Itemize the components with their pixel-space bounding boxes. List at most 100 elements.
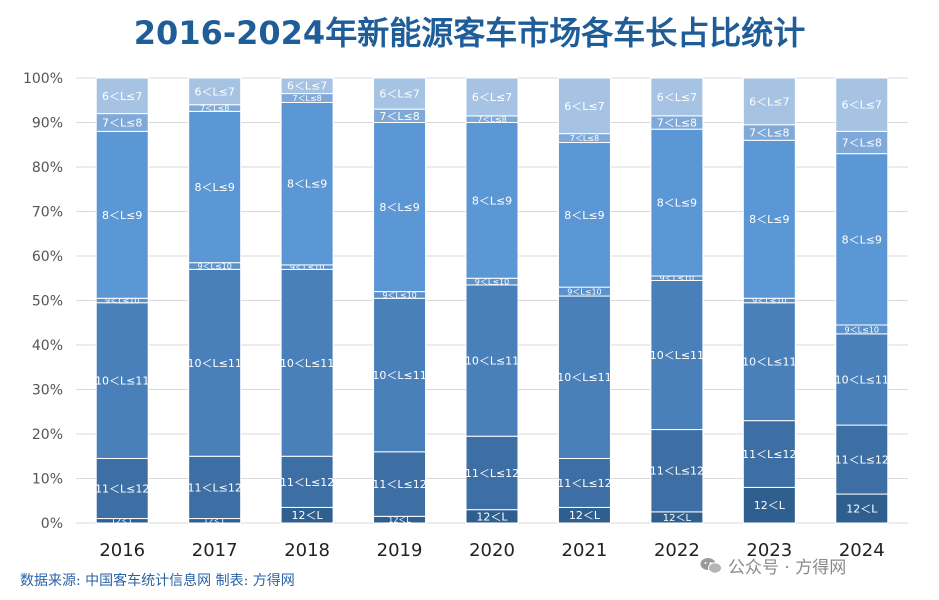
segment-label: 6＜L≤7 xyxy=(842,99,882,112)
y-axis-ticks: 0% 10% 20% 30% 40% 50% 60% 70% 80% 90% 100% xyxy=(23,71,63,532)
segment-label: 6＜L≤7 xyxy=(102,90,142,103)
x-tick-label: 2018 xyxy=(284,540,330,561)
bar-segment xyxy=(742,420,796,488)
bar-segment xyxy=(835,77,889,132)
segment-label: 7＜L≤8 xyxy=(379,110,419,123)
segment-label: 7＜L≤8 xyxy=(477,115,506,124)
segment-label: 9＜L≤10 xyxy=(290,263,324,272)
segment-label: 11＜L≤12 xyxy=(280,476,334,489)
segment-label: 8＜L≤9 xyxy=(657,197,697,210)
bar-segment xyxy=(95,77,149,115)
segment-label: 7＜L≤8 xyxy=(657,116,697,129)
bar-segment xyxy=(95,457,149,520)
segment-label: 12＜L xyxy=(846,502,878,515)
segment-label: 10＜L≤11 xyxy=(742,356,796,369)
segment-label: 6＜L≤7 xyxy=(287,80,327,93)
segment-label: 7＜L≤8 xyxy=(842,136,882,149)
bar-segment xyxy=(373,122,427,293)
bar-segment xyxy=(280,455,334,508)
x-axis-ticks: 2016 2017 2018 2019 2020 2021 2022 2023 2024 xyxy=(99,540,884,561)
x-tick-label: 2020 xyxy=(469,540,515,561)
segment-label: 10＜L≤11 xyxy=(835,373,889,386)
segment-label: 8＜L≤9 xyxy=(472,194,512,207)
segment-label: 8＜L≤9 xyxy=(842,233,882,246)
bar-segment xyxy=(280,77,334,95)
x-tick-label: 2016 xyxy=(99,540,145,561)
segment-label: 12＜L xyxy=(292,509,324,522)
y-tick-label: 60% xyxy=(32,249,63,265)
segment-label: 6＜L≤7 xyxy=(657,91,697,104)
bar-segment xyxy=(188,77,242,106)
segment-label: 6＜L≤7 xyxy=(194,85,234,98)
segment-label: 9＜L≤10 xyxy=(752,296,786,305)
segment-label: 11＜L≤12 xyxy=(187,481,241,494)
x-tick-label: 2022 xyxy=(654,540,700,561)
wechat-icon xyxy=(700,557,722,574)
segment-label: 10＜L≤11 xyxy=(95,375,149,388)
bar-segment xyxy=(835,153,889,326)
data-source-note: 数据来源: 中国客车统计信息网 制表: 方得网 xyxy=(20,573,295,589)
segment-label: 11＜L≤12 xyxy=(372,478,426,491)
x-tick-label: 2021 xyxy=(562,540,608,561)
segment-label: 9＜L≤10 xyxy=(845,325,879,334)
segment-label: 8＜L≤9 xyxy=(194,181,234,194)
segment-label: 7＜L≤8 xyxy=(749,126,789,139)
segment-label: 9＜L≤10 xyxy=(382,291,416,300)
segment-label: 10＜L≤11 xyxy=(187,357,241,370)
segment-label: 11＜L≤12 xyxy=(650,465,704,478)
segment-label: 8＜L≤9 xyxy=(379,201,419,214)
segment-label: 10＜L≤11 xyxy=(280,357,334,370)
bar-segment xyxy=(742,77,796,126)
x-tick-label: 2019 xyxy=(377,540,423,561)
segment-label: 10＜L≤11 xyxy=(557,371,611,384)
segment-label: 11＜L≤12 xyxy=(95,482,149,495)
chart-title: 2016-2024年新能源客车市场各车长占比统计 xyxy=(133,14,806,52)
bar-segment xyxy=(280,268,334,457)
segment-label: 6＜L≤7 xyxy=(564,100,604,113)
bar-segment xyxy=(465,284,519,437)
bar-segment xyxy=(188,455,242,520)
bar-segment xyxy=(650,429,704,513)
bar-segment xyxy=(465,435,519,511)
segment-label: 8＜L≤9 xyxy=(749,213,789,226)
y-tick-label: 20% xyxy=(32,427,63,443)
segment-label: 12＜L xyxy=(388,516,411,525)
bar-segment xyxy=(835,333,889,426)
watermark: 公众号 · 方得网 xyxy=(700,553,846,578)
segment-label: 9＜L≤10 xyxy=(197,262,231,271)
y-tick-label: 100% xyxy=(23,71,63,87)
segment-label: 9＜L≤10 xyxy=(660,274,694,283)
segment-label: 10＜L≤11 xyxy=(372,369,426,382)
bars: 12＜L 11＜L≤12 10＜L≤11 9＜L≤10 8＜L≤9 7＜L≤8 6＜L≤7 1… xyxy=(95,77,889,526)
segment-label: 8＜L≤9 xyxy=(564,209,604,222)
segment-label: 11＜L≤12 xyxy=(742,448,796,461)
bar-segment xyxy=(465,122,519,279)
y-tick-label: 10% xyxy=(32,472,63,488)
segment-label: 8＜L≤9 xyxy=(287,178,327,191)
segment-label: 11＜L≤12 xyxy=(557,477,611,490)
segment-label: 6＜L≤7 xyxy=(472,91,512,104)
bar-segment xyxy=(465,77,519,117)
x-tick-label: 2023 xyxy=(746,540,792,561)
segment-label: 12＜L xyxy=(203,517,226,526)
y-tick-label: 0% xyxy=(41,516,63,532)
segment-label: 9＜L≤10 xyxy=(567,287,601,296)
segment-label: 10＜L≤11 xyxy=(650,349,704,362)
bar-segment xyxy=(373,451,427,517)
bar-segment xyxy=(188,268,242,457)
bar-segment xyxy=(557,142,611,288)
segment-label: 11＜L≤12 xyxy=(835,454,889,467)
y-tick-label: 90% xyxy=(32,116,63,132)
segment-label: 9＜L≤10 xyxy=(105,296,139,305)
y-tick-label: 70% xyxy=(32,205,63,221)
bar-segment xyxy=(95,302,149,459)
x-tick-label: 2024 xyxy=(839,540,885,561)
bar-segment xyxy=(835,493,889,524)
segment-label: 12＜L xyxy=(754,499,786,512)
segment-label: 7＜L≤8 xyxy=(102,116,142,129)
segment-label: 12＜L xyxy=(111,517,134,526)
segment-label: 12＜L xyxy=(476,510,508,523)
segment-label: 12＜L xyxy=(663,513,692,524)
bar-segment xyxy=(373,77,427,110)
